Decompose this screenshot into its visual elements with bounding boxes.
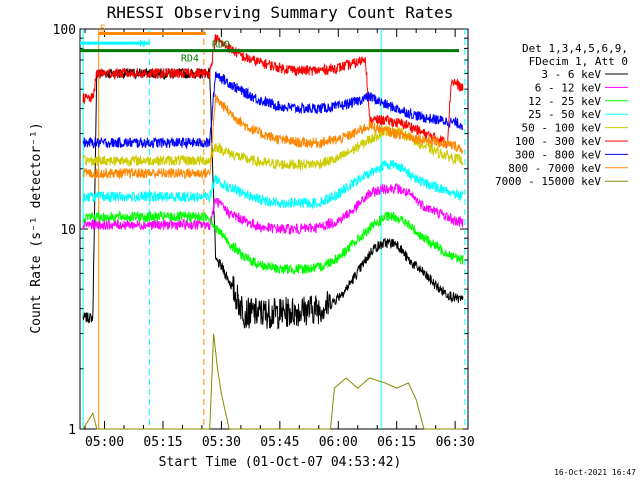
series-line-2 <box>82 209 464 275</box>
series-line-7 <box>82 93 464 181</box>
series-line-1 <box>82 183 464 235</box>
state-bar-label: RD0 <box>212 40 230 51</box>
legend-label-3: 25 - 50 keV <box>528 108 601 121</box>
legend-header: Det 1,3,4,5,6,9, <box>522 42 628 55</box>
state-bar-label: S <box>100 23 106 34</box>
legend-label-6: 300 - 800 keV <box>515 148 601 161</box>
x-tick-label: 06:00 <box>319 435 358 450</box>
series-line-4 <box>82 125 464 172</box>
legend-label-4: 50 - 100 keV <box>522 122 602 135</box>
y-tick-label: 1 <box>68 423 76 438</box>
legend-header: FDecim 1, Att 0 <box>529 55 628 68</box>
series-line-6 <box>82 71 464 150</box>
legend-label-0: 3 - 6 keV <box>541 68 601 81</box>
legend-label-8: 7000 - 15000 keV <box>495 175 601 188</box>
x-tick-label: 05:45 <box>260 435 299 450</box>
y-axis-label: Count Rate (s⁻¹ detector⁻¹) <box>29 122 44 333</box>
legend-label-1: 6 - 12 keV <box>535 81 602 94</box>
legend-label-2: 12 - 25 keV <box>528 95 601 108</box>
x-tick-label: 05:30 <box>202 435 241 450</box>
series-line-3 <box>82 160 464 210</box>
x-tick-label: 06:30 <box>436 435 475 450</box>
legend: Det 1,3,4,5,6,9,FDecim 1, Att 03 - 6 keV… <box>495 42 628 188</box>
state-bar-label: N <box>139 39 145 50</box>
y-tick-label: 100 <box>53 23 76 38</box>
x-axis-label: Start Time (01-Oct-07 04:53:42) <box>159 455 402 470</box>
series-line-0 <box>82 66 464 330</box>
series-line-8 <box>82 333 463 430</box>
plot-area: 1 10 100 05:00 05:15 05:30 05:45 06:00 06:15 06:3… <box>53 23 475 450</box>
legend-label-5: 100 - 300 keV <box>515 135 601 148</box>
plot-frame <box>79 28 469 430</box>
series-line-5 <box>82 34 464 149</box>
state-bar-label: RD4 <box>181 54 199 65</box>
legend-label-7: 800 - 7000 keV <box>508 162 601 175</box>
x-tick-label: 06:15 <box>377 435 416 450</box>
x-tick-label: 05:00 <box>85 435 124 450</box>
x-tick-label: 05:15 <box>143 435 182 450</box>
footer-timestamp: 16-Oct-2021 16:47 <box>554 468 636 477</box>
chart-title: RHESSI Observing Summary Count Rates <box>107 3 454 22</box>
y-tick-label: 10 <box>60 223 76 238</box>
